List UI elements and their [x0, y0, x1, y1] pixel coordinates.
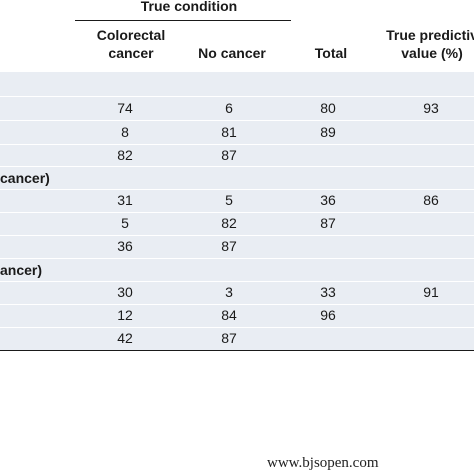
true-condition-rule [75, 20, 291, 21]
row-divider [0, 166, 474, 167]
cell-total: 80 [320, 100, 336, 116]
table-row [0, 96, 474, 120]
group-label: ancer) [0, 262, 43, 278]
table-row [0, 212, 474, 236]
cell-total: 36 [320, 192, 336, 208]
row-divider [0, 281, 474, 282]
row-divider [0, 212, 474, 213]
true-condition-heading: True condition [140, 0, 238, 14]
cell-total: 89 [320, 124, 336, 140]
cell-no-cancer: 6 [225, 100, 233, 116]
cell-colorectal: 8 [121, 124, 129, 140]
col-colorectal-header: Colorectal cancer [96, 27, 166, 61]
cell-colorectal: 30 [117, 284, 133, 300]
row-divider [0, 235, 474, 236]
group-band [0, 72, 474, 96]
col-total-header: Total [314, 45, 348, 61]
table-row [0, 235, 474, 259]
cell-colorectal: 36 [117, 238, 133, 254]
cell-colorectal: 74 [117, 100, 133, 116]
cell-total: 33 [320, 284, 336, 300]
cell-no-cancer: 87 [221, 238, 237, 254]
col-ppv-header: True predictiv value (%) [386, 27, 474, 61]
table-row [0, 327, 474, 351]
row-divider [0, 96, 474, 97]
cell-total: 87 [320, 215, 336, 231]
table-row [0, 281, 474, 305]
cell-no-cancer: 3 [225, 284, 233, 300]
cell-colorectal: 31 [117, 192, 133, 208]
cell-colorectal: 82 [117, 147, 133, 163]
group-band [0, 166, 474, 190]
cell-no-cancer: 87 [221, 330, 237, 346]
table-row [0, 120, 474, 144]
row-divider [0, 120, 474, 121]
col-no-cancer-header: No cancer [198, 45, 266, 61]
row-divider [0, 189, 474, 190]
cell-no-cancer: 87 [221, 147, 237, 163]
group-label: cancer) [0, 170, 50, 186]
table-row [0, 189, 474, 213]
cell-ppv: 91 [423, 284, 439, 300]
row-divider [0, 258, 474, 259]
cell-no-cancer: 81 [221, 124, 237, 140]
cell-ppv: 93 [423, 100, 439, 116]
table-bottom-rule [0, 350, 474, 351]
table-row [0, 144, 474, 168]
row-divider [0, 304, 474, 305]
cell-total: 96 [320, 307, 336, 323]
cell-colorectal: 12 [117, 307, 133, 323]
table-row [0, 304, 474, 328]
cell-no-cancer: 5 [225, 192, 233, 208]
cell-no-cancer: 84 [221, 307, 237, 323]
group-band [0, 258, 474, 282]
cell-ppv: 86 [423, 192, 439, 208]
row-divider [0, 327, 474, 328]
watermark: www.bjsopen.com [267, 455, 379, 471]
cell-colorectal: 42 [117, 330, 133, 346]
row-divider [0, 144, 474, 145]
cell-colorectal: 5 [121, 215, 129, 231]
cell-no-cancer: 82 [221, 215, 237, 231]
